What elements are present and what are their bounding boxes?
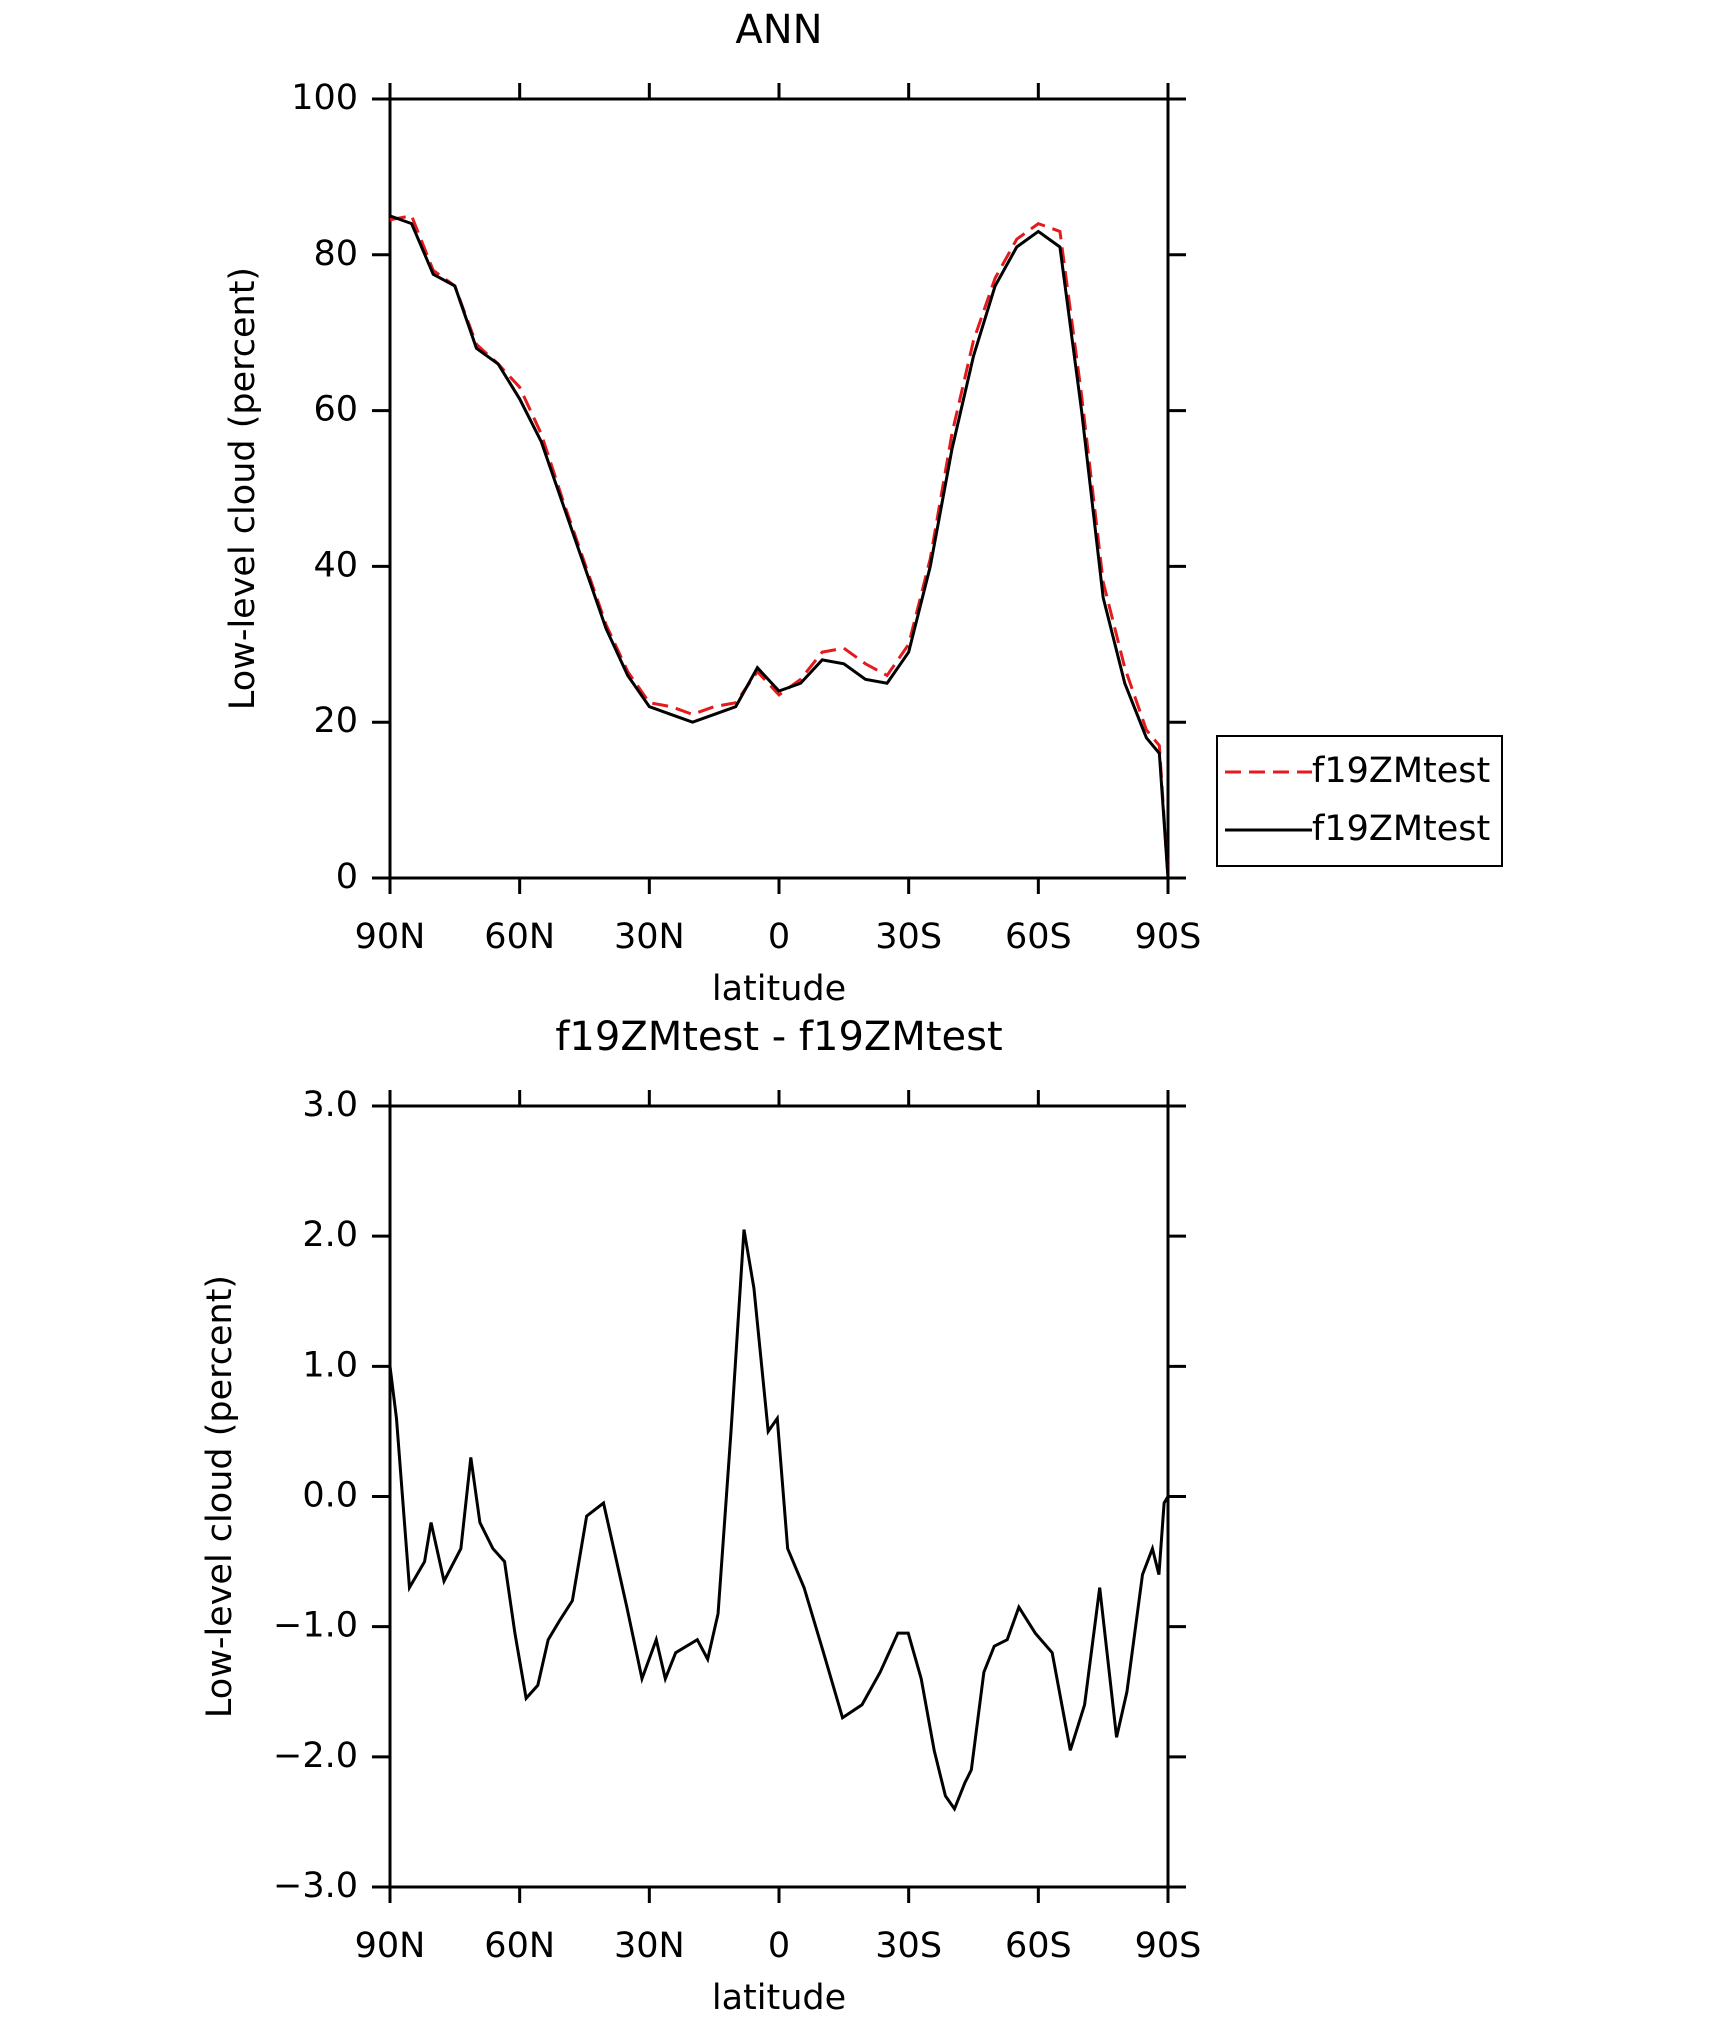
y-axis-label: Low-level cloud (percent) — [223, 267, 263, 710]
y-tick-label: 20 — [313, 701, 358, 741]
y-tick-label: 100 — [291, 78, 358, 118]
y-tick-label: 40 — [313, 545, 358, 585]
x-tick-label: 0 — [768, 917, 790, 957]
x-tick-label: 60S — [1005, 1926, 1072, 1966]
x-axis-label: latitude — [712, 969, 846, 1009]
plot-frame — [388, 97, 1170, 880]
x-tick-label: 30N — [614, 1926, 685, 1966]
line-series — [389, 214, 1170, 879]
x-axis-label: latitude — [712, 1978, 846, 2018]
y-tick-label: 3.0 — [302, 1085, 358, 1125]
chart-title: ANN — [735, 7, 822, 53]
plot-frame — [388, 1104, 1170, 1889]
legend-box — [1216, 735, 1503, 867]
y-tick-label: 80 — [313, 234, 358, 274]
y-tick-label: 1.0 — [302, 1345, 358, 1385]
y-tick-label: −3.0 — [273, 1866, 358, 1906]
y-axis-label: Low-level cloud (percent) — [200, 1275, 240, 1718]
x-tick-label: 60N — [484, 1926, 555, 1966]
y-tick-label: 60 — [313, 390, 358, 430]
legend-label: f19ZMtest — [1312, 751, 1490, 791]
x-tick-label: 60S — [1005, 917, 1072, 957]
x-tick-label: 90N — [355, 1926, 426, 1966]
chart-title: f19ZMtest - f19ZMtest — [555, 1014, 1002, 1060]
x-tick-label: 60N — [484, 917, 555, 957]
x-tick-label: 30S — [875, 917, 942, 957]
y-tick-label: −1.0 — [273, 1606, 358, 1646]
legend-label: f19ZMtest — [1312, 809, 1490, 849]
x-tick-label: 90N — [355, 917, 426, 957]
x-tick-label: 90S — [1135, 1926, 1202, 1966]
x-tick-label: 30N — [614, 917, 685, 957]
y-tick-label: 0 — [336, 857, 358, 897]
y-tick-label: 0.0 — [302, 1476, 358, 1516]
x-tick-label: 30S — [875, 1926, 942, 1966]
line-series — [388, 1229, 1170, 1813]
y-tick-label: 2.0 — [302, 1215, 358, 1255]
line-series — [389, 214, 1170, 879]
y-tick-label: −2.0 — [273, 1736, 358, 1776]
x-tick-label: 0 — [768, 1926, 790, 1966]
x-tick-label: 90S — [1135, 917, 1202, 957]
